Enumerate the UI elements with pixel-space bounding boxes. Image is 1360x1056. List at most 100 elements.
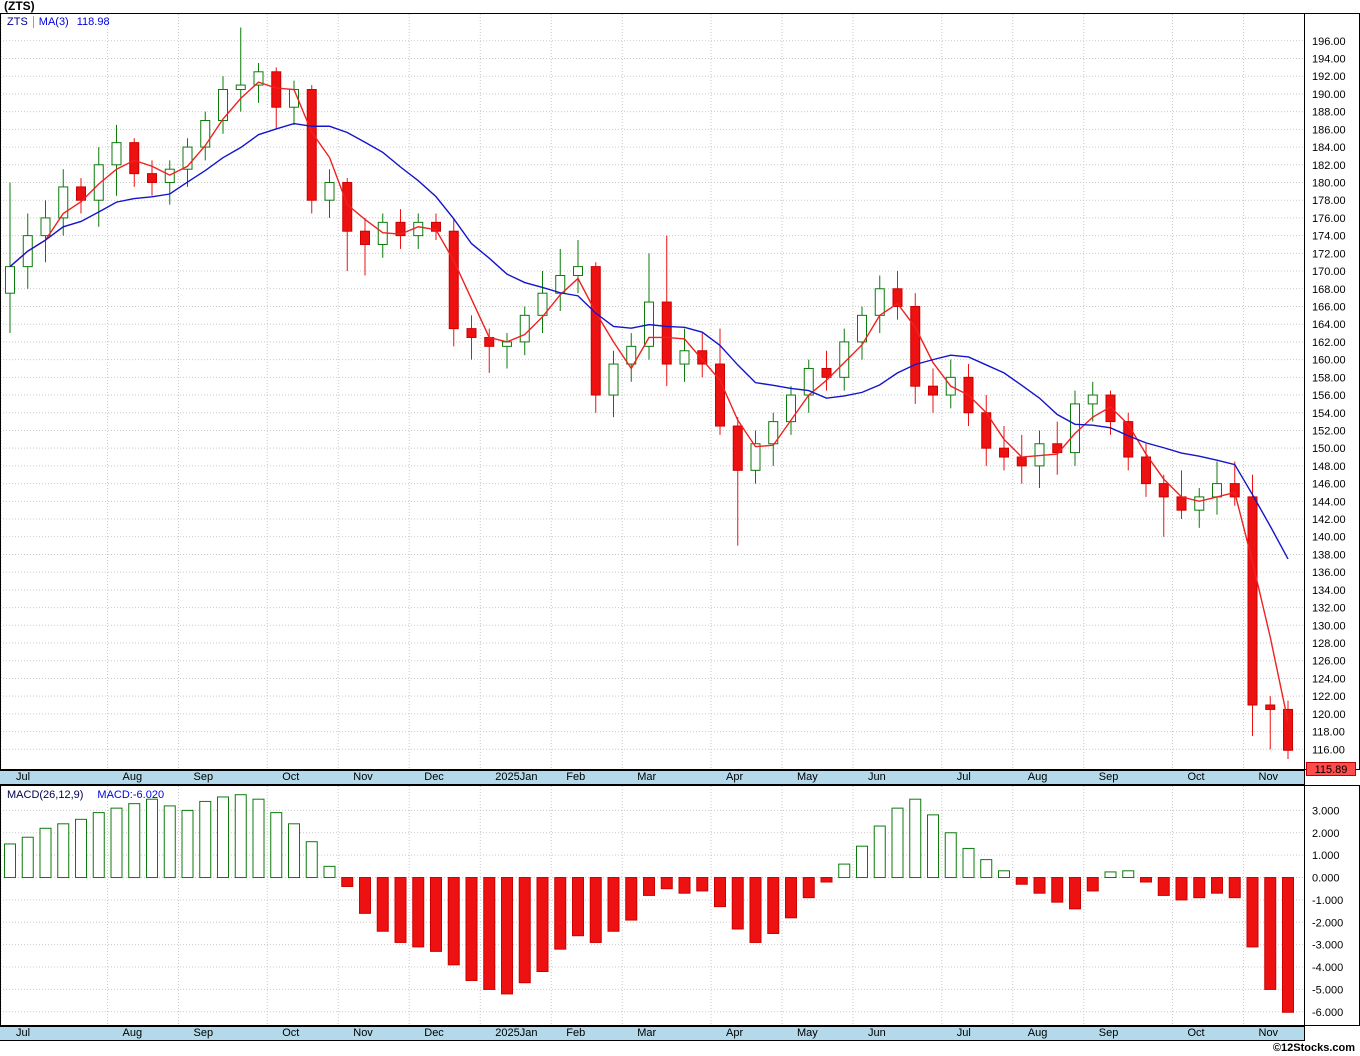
candle-up — [626, 345, 637, 365]
macd-bar-negative — [1051, 877, 1064, 903]
x-axis-month-label: Aug — [122, 771, 143, 783]
candle-up — [786, 394, 796, 423]
candle-up — [324, 181, 335, 201]
y-axis-price-label: 194.00 — [1312, 54, 1346, 66]
x-axis-month-label: Sep — [1098, 771, 1119, 783]
x-axis-month-label: Oct — [282, 771, 300, 783]
candle-up — [182, 146, 193, 170]
y-axis-price-label: 182.00 — [1312, 160, 1346, 172]
candle-down — [271, 71, 282, 108]
macd-bar-positive — [199, 800, 212, 879]
x-axis-month-label: Oct — [1187, 1027, 1205, 1039]
x-axis-month-label: May — [797, 1027, 818, 1039]
macd-bar-positive — [57, 823, 70, 879]
candle-down — [1123, 421, 1134, 458]
macd-bar-positive — [270, 812, 283, 879]
macd-bar-positive — [838, 863, 851, 879]
macd-legend-value: MACD:-6.020 — [97, 789, 165, 801]
y-axis-price-label: 148.00 — [1312, 461, 1346, 473]
macd-bar-negative — [1246, 877, 1259, 948]
y-axis-price-label: 172.00 — [1312, 248, 1346, 260]
macd-bar-negative — [1086, 877, 1099, 892]
macd-bar-positive — [181, 809, 194, 879]
y-axis-macd-label: 0.000 — [1312, 873, 1340, 885]
x-axis-month-label: Aug — [122, 1027, 143, 1039]
y-axis-macd-label: -6.000 — [1312, 1007, 1343, 1019]
macd-bar-negative — [696, 877, 709, 892]
macd-bar-positive — [1122, 870, 1135, 879]
candle-down — [910, 305, 921, 387]
x-axis-month-label: Oct — [1187, 771, 1205, 783]
candle-down — [715, 363, 725, 427]
macd-bar-negative — [501, 877, 513, 995]
candle-down — [1176, 496, 1187, 511]
ma-line-10 — [9, 122, 1289, 560]
footer: ©12Stocks.com — [0, 1041, 1360, 1056]
macd-bar-negative — [767, 877, 780, 934]
macd-bar-positive — [39, 827, 52, 879]
y-axis-macd-label: -2.000 — [1312, 917, 1343, 929]
macd-bar-negative — [731, 877, 744, 930]
y-axis-price-label: 140.00 — [1312, 532, 1346, 544]
page-title: (ZTS) — [4, 0, 35, 13]
macd-bar-positive — [110, 807, 123, 879]
y-axis-price-label: 190.00 — [1312, 89, 1346, 101]
candle-down — [661, 301, 672, 365]
y-axis-price-label: 174.00 — [1312, 231, 1346, 243]
x-axis-month-label: Sep — [193, 1027, 214, 1039]
macd-bar-negative — [412, 877, 425, 948]
candle-down — [1016, 456, 1027, 467]
y-axis-price-label: 166.00 — [1312, 301, 1346, 313]
x-axis-month-label: Nov — [353, 1027, 373, 1039]
macd-bar-positive — [944, 832, 957, 879]
x-axis-month-label: Oct — [282, 1027, 300, 1039]
y-axis-macd-label: -4.000 — [1312, 962, 1343, 974]
candle-down — [342, 181, 353, 232]
candle-down — [1141, 456, 1151, 485]
ma-legend-label: MA(3) — [38, 16, 69, 28]
macd-bar-positive — [909, 798, 922, 879]
y-axis-price-label: 180.00 — [1312, 177, 1346, 189]
macd-bar-negative — [714, 877, 726, 908]
macd-bar-negative — [1175, 877, 1188, 901]
y-axis-macd-label: -5.000 — [1312, 984, 1343, 996]
y-axis-price-label: 116.00 — [1312, 744, 1345, 756]
x-axis-month-label: Feb — [566, 1027, 586, 1039]
y-axis-price-label: 186.00 — [1312, 124, 1346, 136]
x-axis-month-label: Mar — [637, 771, 657, 783]
y-axis-macd-label: -1.000 — [1312, 895, 1343, 907]
macd-bar-negative — [1211, 877, 1223, 894]
macd-legend-label: MACD(26,12,9) — [7, 789, 84, 801]
candle-up — [218, 89, 228, 122]
candle-up — [768, 421, 779, 445]
candle-up — [200, 120, 211, 148]
x-axis-month-label: Mar — [637, 1027, 657, 1039]
candle-up — [5, 266, 15, 294]
macd-bar-positive — [305, 841, 318, 879]
macd-bar-negative — [430, 877, 442, 952]
candle-up — [1070, 403, 1080, 454]
candle-up — [839, 341, 850, 378]
candle-down — [590, 266, 601, 396]
candle-down — [1283, 708, 1293, 751]
macd-bar-negative — [447, 877, 460, 966]
macd-bar-negative — [518, 877, 531, 984]
candle-up — [58, 186, 69, 219]
candle-down — [448, 230, 459, 330]
candle-up — [1087, 394, 1098, 405]
candle-down — [360, 230, 370, 245]
candle-up — [874, 288, 885, 316]
macd-bar-negative — [660, 877, 673, 890]
macd-bar-negative — [1282, 877, 1294, 1013]
y-axis-price-label: 176.00 — [1312, 213, 1346, 225]
macd-bar-positive — [217, 796, 229, 879]
candle-up — [413, 221, 424, 237]
candle-up — [608, 363, 619, 396]
y-axis-price-label: 124.00 — [1312, 673, 1346, 685]
y-axis-macd-label: -3.000 — [1312, 940, 1343, 952]
macd-bar-positive — [980, 859, 993, 879]
x-axis-month-label: Apr — [726, 1027, 744, 1039]
candle-down — [732, 425, 743, 471]
candle-up — [679, 350, 690, 365]
candle-up — [253, 71, 264, 86]
